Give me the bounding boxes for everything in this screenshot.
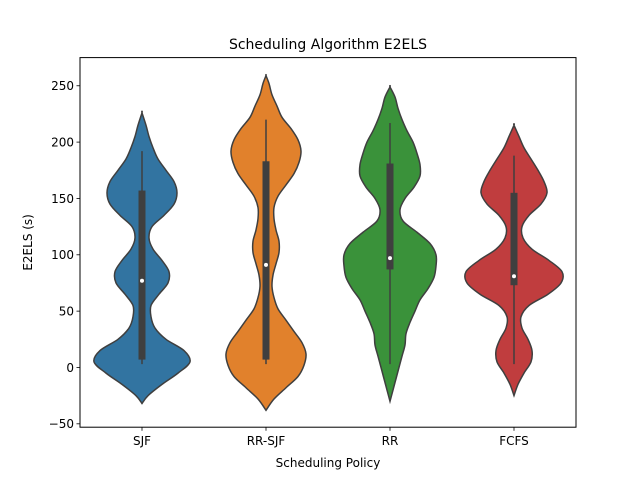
x-axis: SJF RR-SJF RR FCFS [133,427,529,448]
y-tick-label: 250 [51,79,74,93]
median-point [140,278,144,283]
violin-sjf [93,110,191,405]
median-point [264,262,268,267]
y-axis-label: E2ELS (s) [21,214,35,271]
violin-fcfs [464,123,564,398]
violin-rr [342,84,438,405]
x-tick-label: FCFS [499,434,529,448]
y-tick-label: 0 [66,361,74,375]
y-axis: −50 0 50 100 150 200 250 [49,79,80,431]
y-tick-label: 50 [59,304,74,318]
y-tick-label: 100 [51,248,74,262]
x-axis-label: Scheduling Policy [276,456,381,470]
x-tick-label: RR-SJF [247,434,286,448]
plot-area [93,73,564,412]
iqr-box [138,190,146,360]
iqr-box [510,192,518,286]
axes-frame [79,57,577,428]
iqr-box [262,161,270,360]
iqr-box [386,163,394,270]
y-tick-label: 150 [51,192,74,206]
violin-rr-sjf [225,73,307,412]
y-tick-label: 200 [51,135,74,149]
chart-title: Scheduling Algorithm E2ELS [229,37,427,53]
x-tick-label: SJF [133,434,151,448]
median-point [512,274,516,279]
median-point [388,256,392,261]
y-tick-label: −50 [49,417,74,431]
x-tick-label: RR [382,434,399,448]
